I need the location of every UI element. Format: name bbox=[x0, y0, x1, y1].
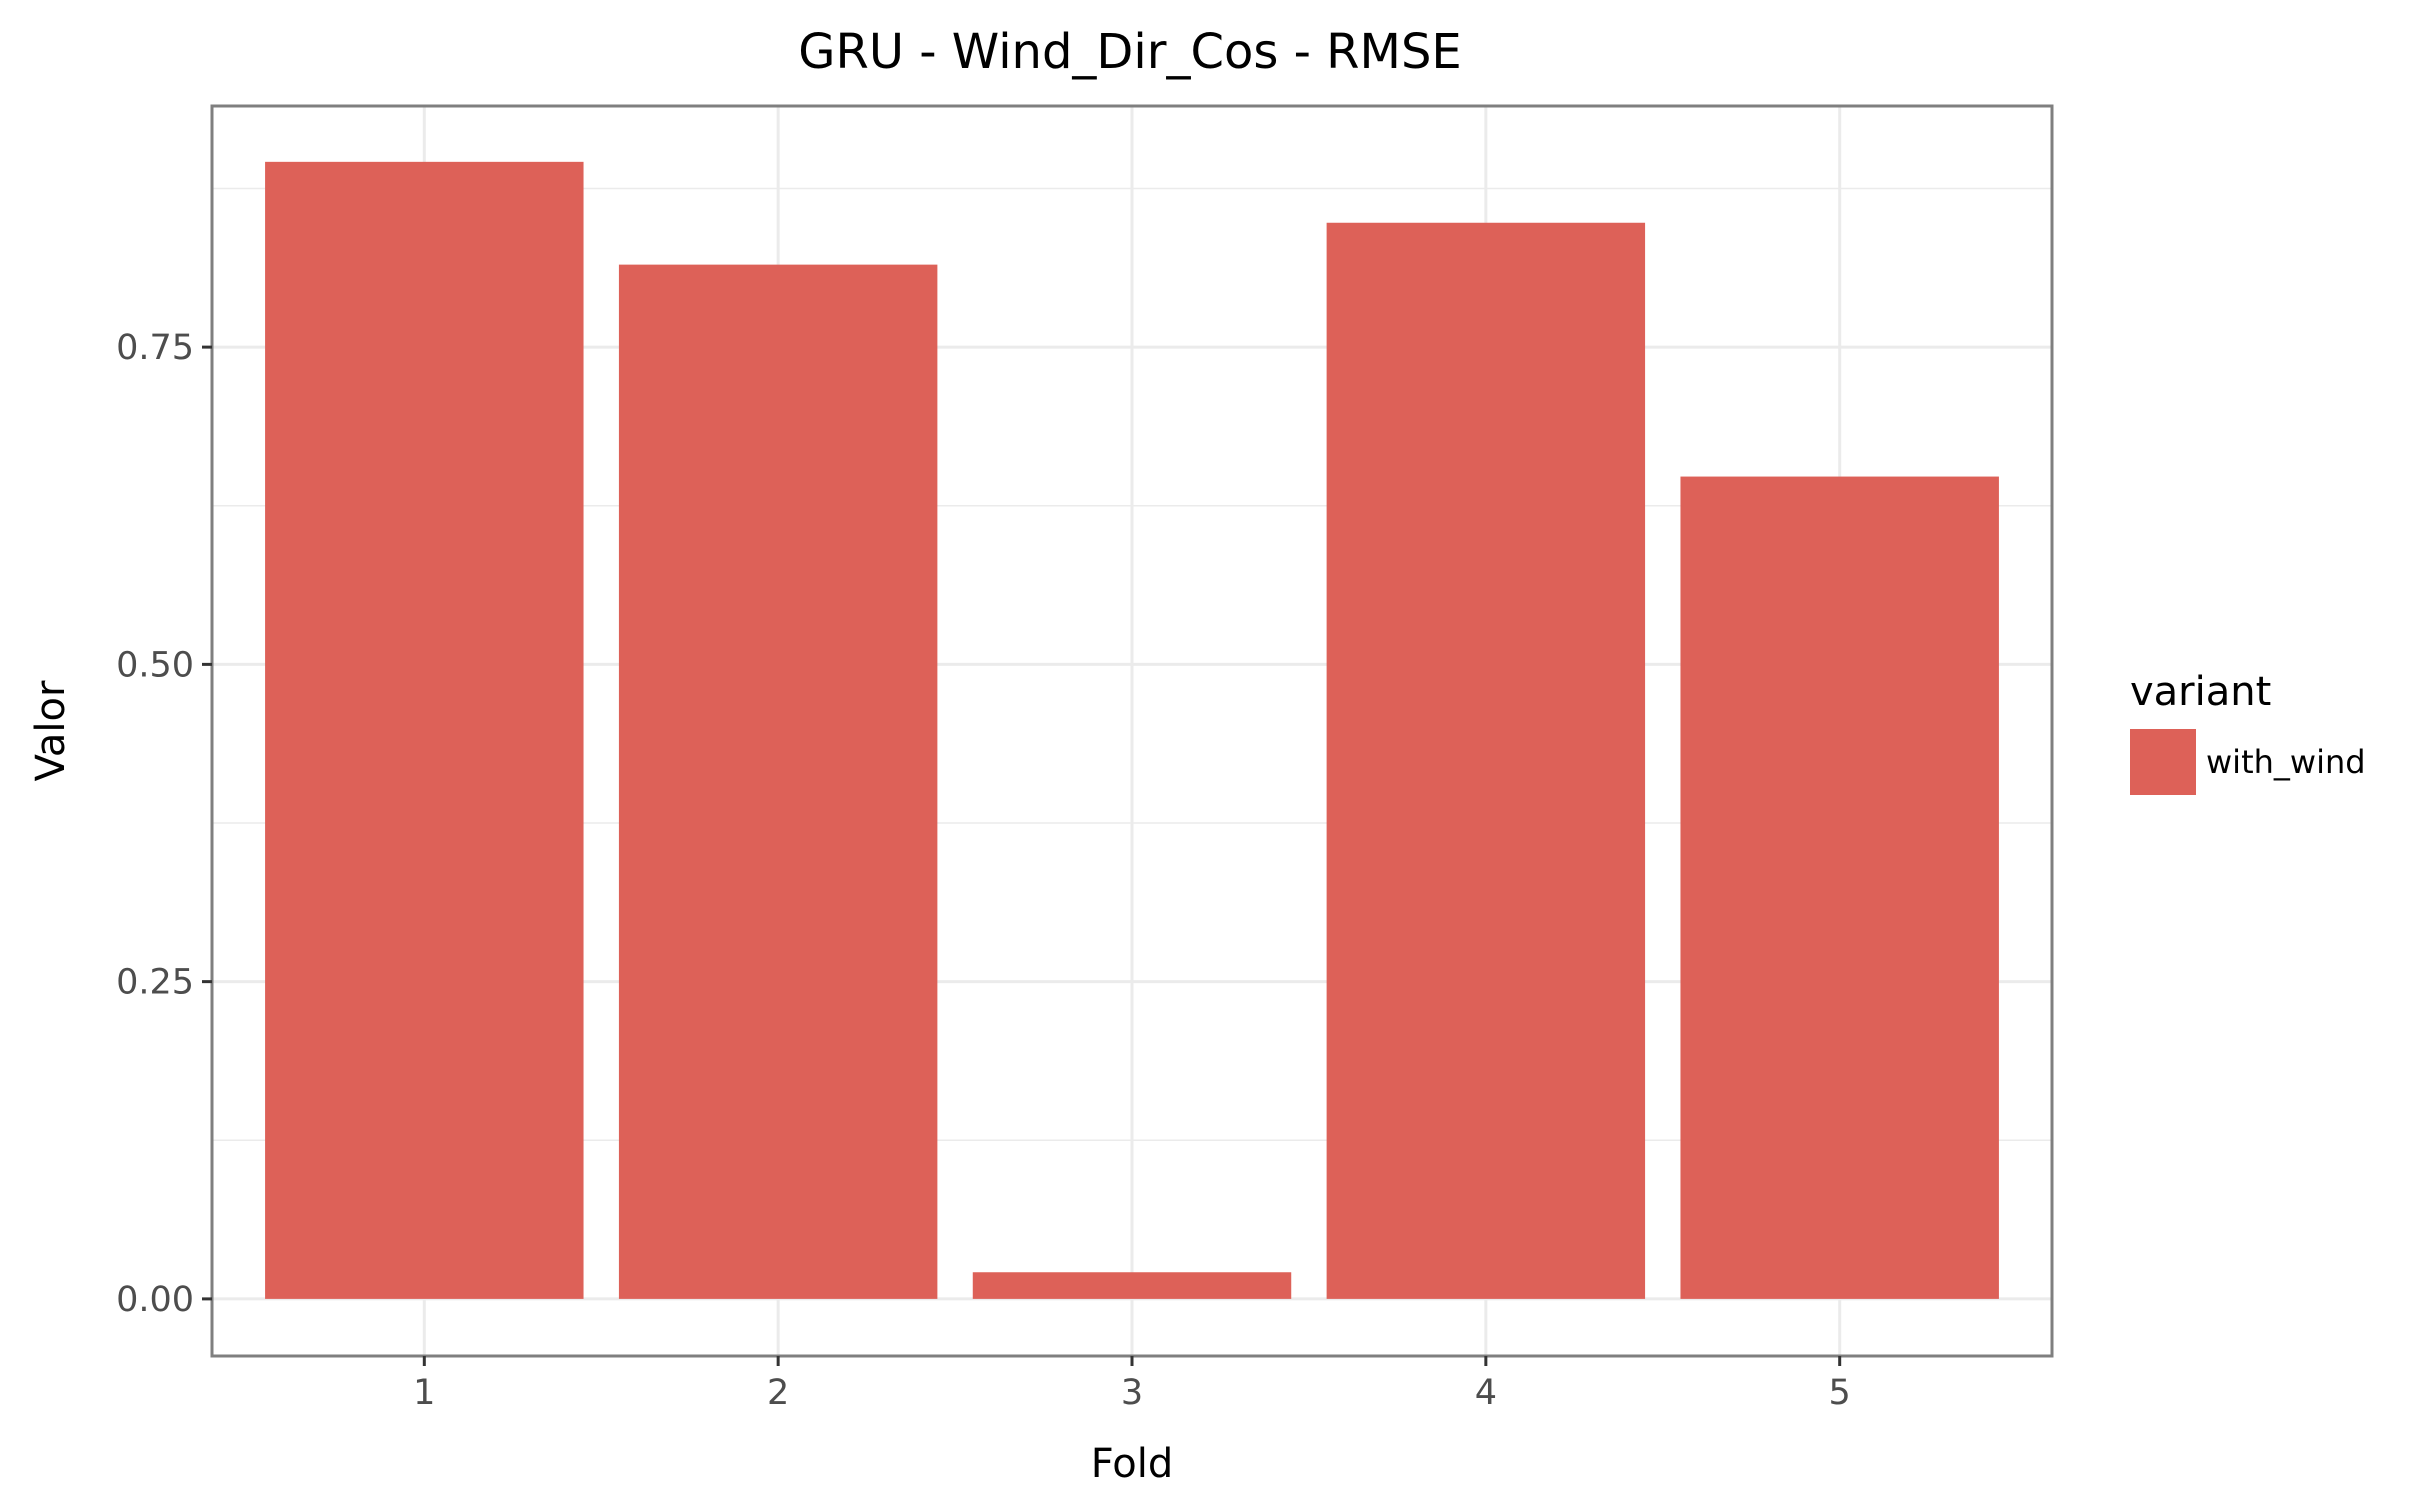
y-axis-title: Valor bbox=[28, 680, 74, 781]
x-tick-label: 4 bbox=[1475, 1373, 1497, 1413]
bar-fold-2 bbox=[618, 264, 938, 1299]
y-tick-label: 0.75 bbox=[116, 328, 194, 368]
x-axis-title: Fold bbox=[1091, 1441, 1174, 1487]
x-tick-label: 1 bbox=[413, 1373, 435, 1413]
legend-label-with-wind: with_wind bbox=[2206, 743, 2366, 781]
bar-fold-5 bbox=[1680, 476, 1999, 1299]
y-tick-label: 0.25 bbox=[116, 963, 194, 1003]
plot-panel bbox=[210, 104, 2054, 1358]
legend: variant with_wind bbox=[2130, 669, 2366, 795]
x-tick-label: 2 bbox=[767, 1373, 789, 1413]
x-axis: 1 2 3 4 5 bbox=[413, 1356, 1851, 1413]
y-tick-label: 0.00 bbox=[116, 1280, 194, 1320]
y-tick-label: 0.50 bbox=[116, 645, 194, 685]
bar-fold-1 bbox=[265, 161, 584, 1299]
x-tick-label: 3 bbox=[1121, 1373, 1143, 1413]
bar-fold-3 bbox=[972, 1272, 1292, 1299]
legend-key-with-wind bbox=[2130, 729, 2196, 795]
legend-title: variant bbox=[2130, 669, 2271, 715]
y-axis: 0.00 0.25 0.50 0.75 bbox=[116, 328, 212, 1320]
x-tick-label: 5 bbox=[1829, 1373, 1851, 1413]
bar-series bbox=[265, 161, 1999, 1299]
chart-title: GRU - Wind_Dir_Cos - RMSE bbox=[798, 24, 1461, 80]
bar-fold-4 bbox=[1326, 222, 1646, 1299]
